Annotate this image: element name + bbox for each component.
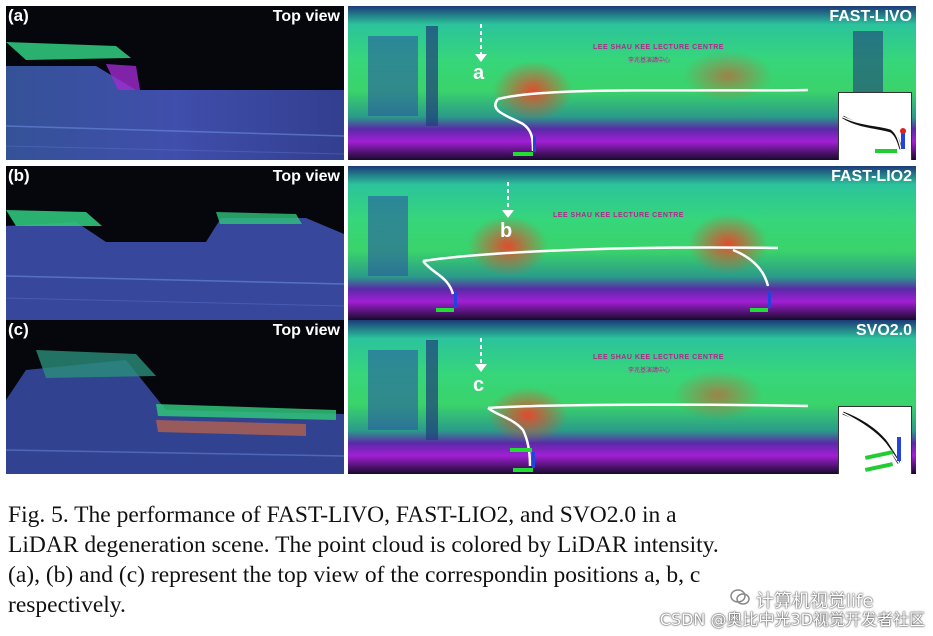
figure-5: (a) Top view — [6, 6, 916, 482]
pointcloud-render-b — [368, 182, 779, 312]
pointcloud-panel-a: a LEE SHAU KEE LECTURE CENTRE 李兆基演講中心 FA… — [348, 6, 916, 160]
caption-line-4: respectively. — [8, 592, 126, 618]
pointcloud-render-a — [368, 24, 883, 156]
method-label-a: FAST-LIVO — [829, 8, 912, 25]
sign-subtext-a: 李兆基演講中心 — [628, 58, 671, 64]
top-view-panel-b: (b) Top view — [6, 166, 344, 320]
row-b: (b) Top view — [6, 166, 916, 320]
pointcloud-panel-b: b LEE SHAU KEE LECTURE CENTRE FAST-LIO2 — [348, 166, 916, 320]
method-label-b: FAST-LIO2 — [831, 168, 912, 185]
top-view-panel-c: (c) Top view — [6, 320, 344, 474]
top-view-label-c: Top view — [272, 322, 340, 339]
inset-trajectory-a — [842, 115, 906, 153]
sign-text-a: LEE SHAU KEE LECTURE CENTRE — [593, 44, 724, 51]
row-label-c: (c) — [8, 320, 29, 339]
row-c: (c) Top view — [6, 320, 916, 474]
top-view-label-a: Top view — [272, 8, 340, 25]
wechat-watermark: 计算机视觉life — [756, 591, 874, 612]
sign-subtext-c: 李兆基演講中心 — [628, 368, 671, 374]
trajectory-inset-a — [838, 92, 912, 160]
figure-caption: Fig. 5. The performance of FAST-LIVO, FA… — [8, 500, 920, 620]
caption-line-2: LiDAR degeneration scene. The point clou… — [8, 532, 719, 558]
pointcloud-panel-c: c LEE SHAU KEE LECTURE CENTRE 李兆基演講中心 SV… — [348, 320, 916, 474]
trajectory-inset-c — [838, 406, 912, 474]
marker-b: b — [500, 220, 513, 242]
sign-text-c: LEE SHAU KEE LECTURE CENTRE — [593, 354, 724, 361]
top-view-render-b — [6, 210, 344, 320]
inset-trajectory-c — [842, 411, 901, 472]
marker-c: c — [473, 374, 485, 396]
method-label-c: SVO2.0 — [855, 322, 912, 339]
top-view-label-b: Top view — [272, 168, 340, 185]
top-view-panel-a: (a) Top view — [6, 6, 344, 160]
wechat-icon — [730, 589, 750, 605]
csdn-watermark: CSDN @奥比中光3D视觉开发者社区 — [659, 610, 925, 629]
row-label-a: (a) — [8, 6, 29, 25]
caption-line-3: (a), (b) and (c) represent the top view … — [8, 562, 701, 588]
marker-a: a — [473, 62, 485, 84]
pointcloud-render-c — [368, 338, 809, 472]
sign-text-b: LEE SHAU KEE LECTURE CENTRE — [553, 212, 684, 219]
row-label-b: (b) — [8, 166, 30, 185]
row-a: (a) Top view — [6, 6, 916, 160]
top-view-render-c — [6, 350, 344, 474]
caption-line-1: Fig. 5. The performance of FAST-LIVO, FA… — [8, 502, 677, 528]
top-view-render-a — [6, 42, 344, 160]
